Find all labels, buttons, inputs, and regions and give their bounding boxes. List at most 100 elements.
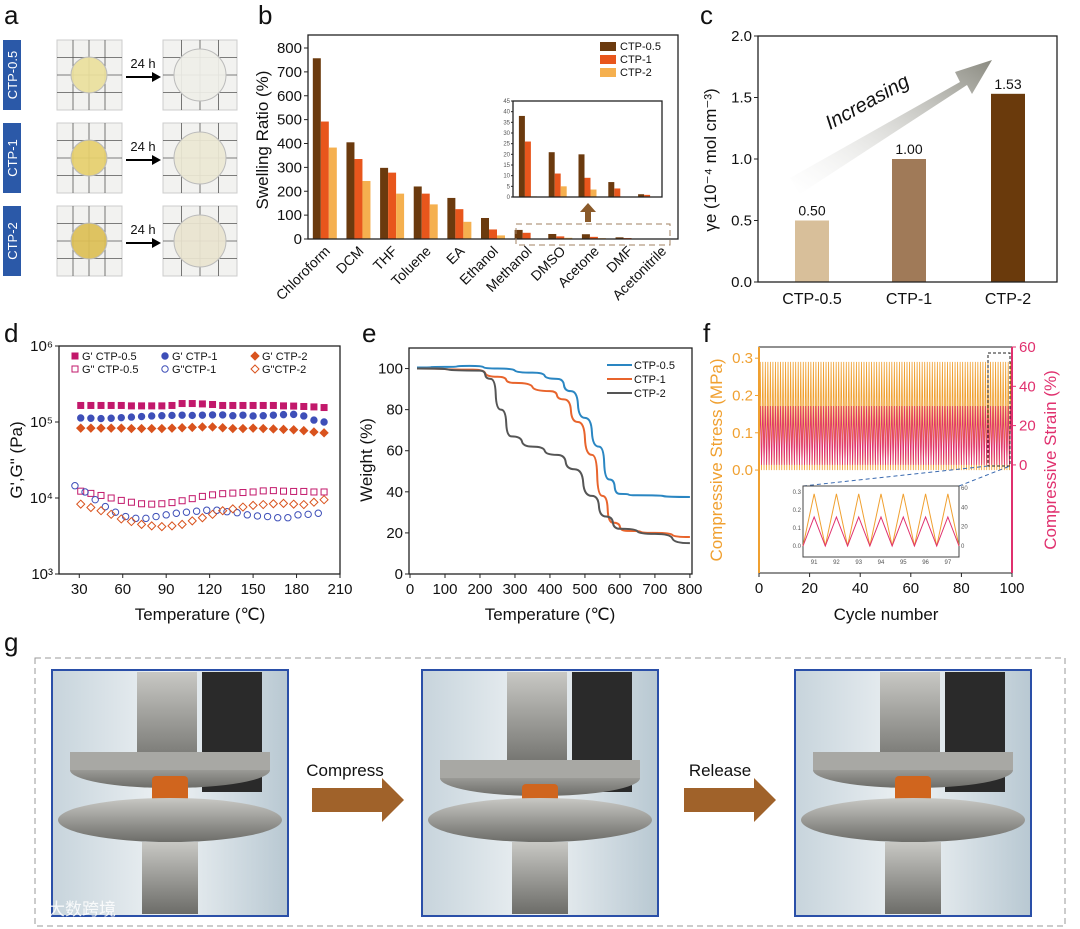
sample-tag: [3, 123, 21, 193]
legend-swatch: [600, 68, 616, 77]
data-point: [162, 511, 170, 519]
photo-after: [162, 205, 238, 277]
x-tick-label: 400: [537, 581, 562, 598]
bar-CTP-2: [497, 235, 505, 239]
x-tick-label: 0: [406, 581, 414, 598]
x-tick-label: 180: [284, 581, 309, 598]
data-point: [269, 401, 277, 409]
data-point: [132, 514, 140, 523]
sample-name: CTP-1: [5, 139, 20, 177]
data-point: [233, 509, 241, 517]
x-tick-label: 100: [432, 581, 457, 598]
data-point: [278, 498, 289, 509]
data-point: [239, 401, 247, 409]
data-point: [314, 509, 322, 517]
series-1: [77, 410, 328, 426]
zoom-connector: [802, 465, 989, 487]
y-tick-label: 400: [277, 136, 302, 153]
data-point: [188, 495, 196, 503]
category-label: EA: [443, 242, 468, 267]
y-tick-label: 300: [277, 159, 302, 176]
bar-CTP-1: [522, 232, 531, 239]
x-tick-label: 700: [642, 581, 667, 598]
photo-after: [162, 122, 238, 194]
bar-CTP-0.5: [413, 186, 422, 239]
data-point: [203, 506, 211, 514]
data-point: [127, 402, 135, 410]
arrow-label: 24 h: [130, 56, 155, 71]
legend-marker: [250, 351, 260, 361]
data-point: [158, 500, 166, 508]
data-point: [228, 504, 238, 514]
data-label: 1.00: [895, 141, 922, 157]
data-point: [168, 499, 176, 507]
panel-d-rheology-chart: G',G" (Pa) Temperature (℃) 30 60 90 120 150 1…: [7, 338, 353, 624]
x-tick-label: 30: [71, 581, 88, 598]
y-tick-label: 20: [386, 525, 403, 542]
bar-CTP-1: [489, 229, 497, 239]
data-point: [259, 412, 267, 420]
data-point: [148, 500, 156, 508]
data-point: [219, 490, 227, 498]
data-point: [117, 401, 125, 409]
legend-swatch: [600, 42, 616, 51]
sample-name: CTP-0.5: [5, 51, 20, 99]
data-point: [207, 509, 218, 520]
upper-rod: [507, 672, 567, 772]
sample-name: CTP-2: [5, 222, 20, 260]
legend-marker: [161, 352, 169, 360]
data-point: [310, 416, 318, 424]
y-tick-label: 80: [386, 402, 403, 419]
bar-CTP-1: [589, 236, 598, 239]
data-point: [300, 402, 308, 410]
sample-disc: [173, 131, 227, 185]
panel-label-e: e: [362, 318, 376, 348]
lower-plate: [58, 798, 282, 842]
data-point: [117, 413, 125, 422]
data-point: [77, 401, 85, 409]
x-tick-label: 210: [327, 581, 352, 598]
data-point: [116, 514, 126, 524]
inset-bar-CTP-1: [644, 194, 651, 197]
data-point: [157, 521, 167, 532]
x-tick-label: 60: [902, 580, 919, 597]
y-tick-label: 10³: [31, 566, 53, 583]
bar-CTP-0.5: [312, 58, 321, 239]
data-point: [76, 499, 86, 509]
y-tick-label: 0.0: [732, 462, 753, 479]
inset-bar-CTP-1: [614, 188, 621, 197]
legend-label: CTP-0.5: [634, 360, 675, 372]
inset-frame: [802, 485, 960, 558]
data-point: [229, 401, 237, 409]
data-point: [290, 402, 298, 410]
legend-label: G' CTP-1: [172, 351, 218, 363]
y-tick-label: 0: [1019, 457, 1027, 474]
x-tick-label: 80: [953, 580, 970, 597]
y-tick-label: 100: [277, 207, 302, 224]
data-point: [182, 508, 191, 516]
legend-marker: [250, 364, 260, 374]
data-point: [76, 423, 86, 433]
data-point: [106, 423, 116, 433]
data-point: [101, 502, 110, 511]
line-CTP-2: [416, 367, 690, 545]
plot-frame: [512, 100, 663, 198]
data-point: [136, 423, 147, 434]
panel-label-d: d: [4, 318, 18, 348]
data-point: [178, 411, 186, 419]
photo-before: [56, 39, 123, 111]
data-point: [157, 423, 167, 434]
arrow-head-icon: [152, 238, 161, 248]
data-point: [188, 400, 196, 408]
data-point: [198, 492, 206, 500]
y-tick-label: 0.0: [731, 274, 752, 291]
data-point: [188, 411, 196, 420]
data-point: [229, 489, 237, 497]
zoom-region: [987, 352, 1011, 467]
photo-before: [56, 205, 123, 277]
left-axis-title: Compressive Stress (MPa): [707, 358, 726, 561]
up-arrow-icon: [580, 203, 596, 222]
series-4: [71, 482, 322, 523]
data-point: [248, 423, 258, 433]
inset-y-tick-label: 35: [503, 120, 510, 126]
